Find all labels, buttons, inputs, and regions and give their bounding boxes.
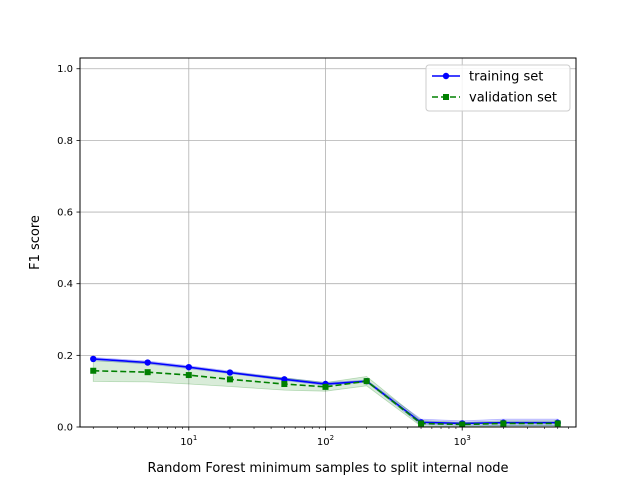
data-point xyxy=(363,378,370,385)
data-point xyxy=(322,383,329,390)
y-tick-label: 0.6 xyxy=(57,208,73,219)
data-point xyxy=(90,367,97,374)
data-point xyxy=(500,420,507,427)
data-point xyxy=(185,372,192,379)
legend-marker xyxy=(442,72,450,80)
data-point xyxy=(554,420,561,427)
legend-marker xyxy=(443,94,449,100)
legend-label: validation set xyxy=(469,91,557,106)
data-point xyxy=(144,369,151,376)
data-point xyxy=(226,376,233,383)
data-point xyxy=(459,421,466,428)
x-tick-label: 102 xyxy=(317,434,334,448)
series-line-1 xyxy=(93,369,558,426)
data-point xyxy=(90,355,97,363)
data-point xyxy=(185,363,192,371)
x-tick-label: 103 xyxy=(454,434,471,448)
x-tick-label: 101 xyxy=(180,434,197,448)
legend: training set validation set xyxy=(425,64,571,112)
data-point xyxy=(281,381,288,388)
y-tick-label: 0.8 xyxy=(57,136,73,147)
data-point xyxy=(418,420,425,427)
legend-label: training set xyxy=(469,70,543,85)
data-point xyxy=(281,376,288,383)
y-tick-label: 1.0 xyxy=(57,64,73,75)
data-point xyxy=(144,359,151,366)
legend-box xyxy=(425,64,571,112)
y-tick-label: 0.0 xyxy=(57,423,73,434)
y-axis-ticks: 0.0 0.2 0.4 0.6 0.8 1.0 xyxy=(57,64,80,434)
plot-frame xyxy=(79,57,577,428)
x-axis-ticks: 101 102 103 xyxy=(92,427,569,448)
y-tick-label: 0.2 xyxy=(57,351,73,362)
y-axis-label: F1 score xyxy=(28,215,43,270)
series-markers xyxy=(90,355,561,428)
y-tick-label: 0.4 xyxy=(57,279,73,290)
x-axis-label: Random Forest minimum samples to split i… xyxy=(147,461,508,476)
data-point xyxy=(226,369,234,376)
